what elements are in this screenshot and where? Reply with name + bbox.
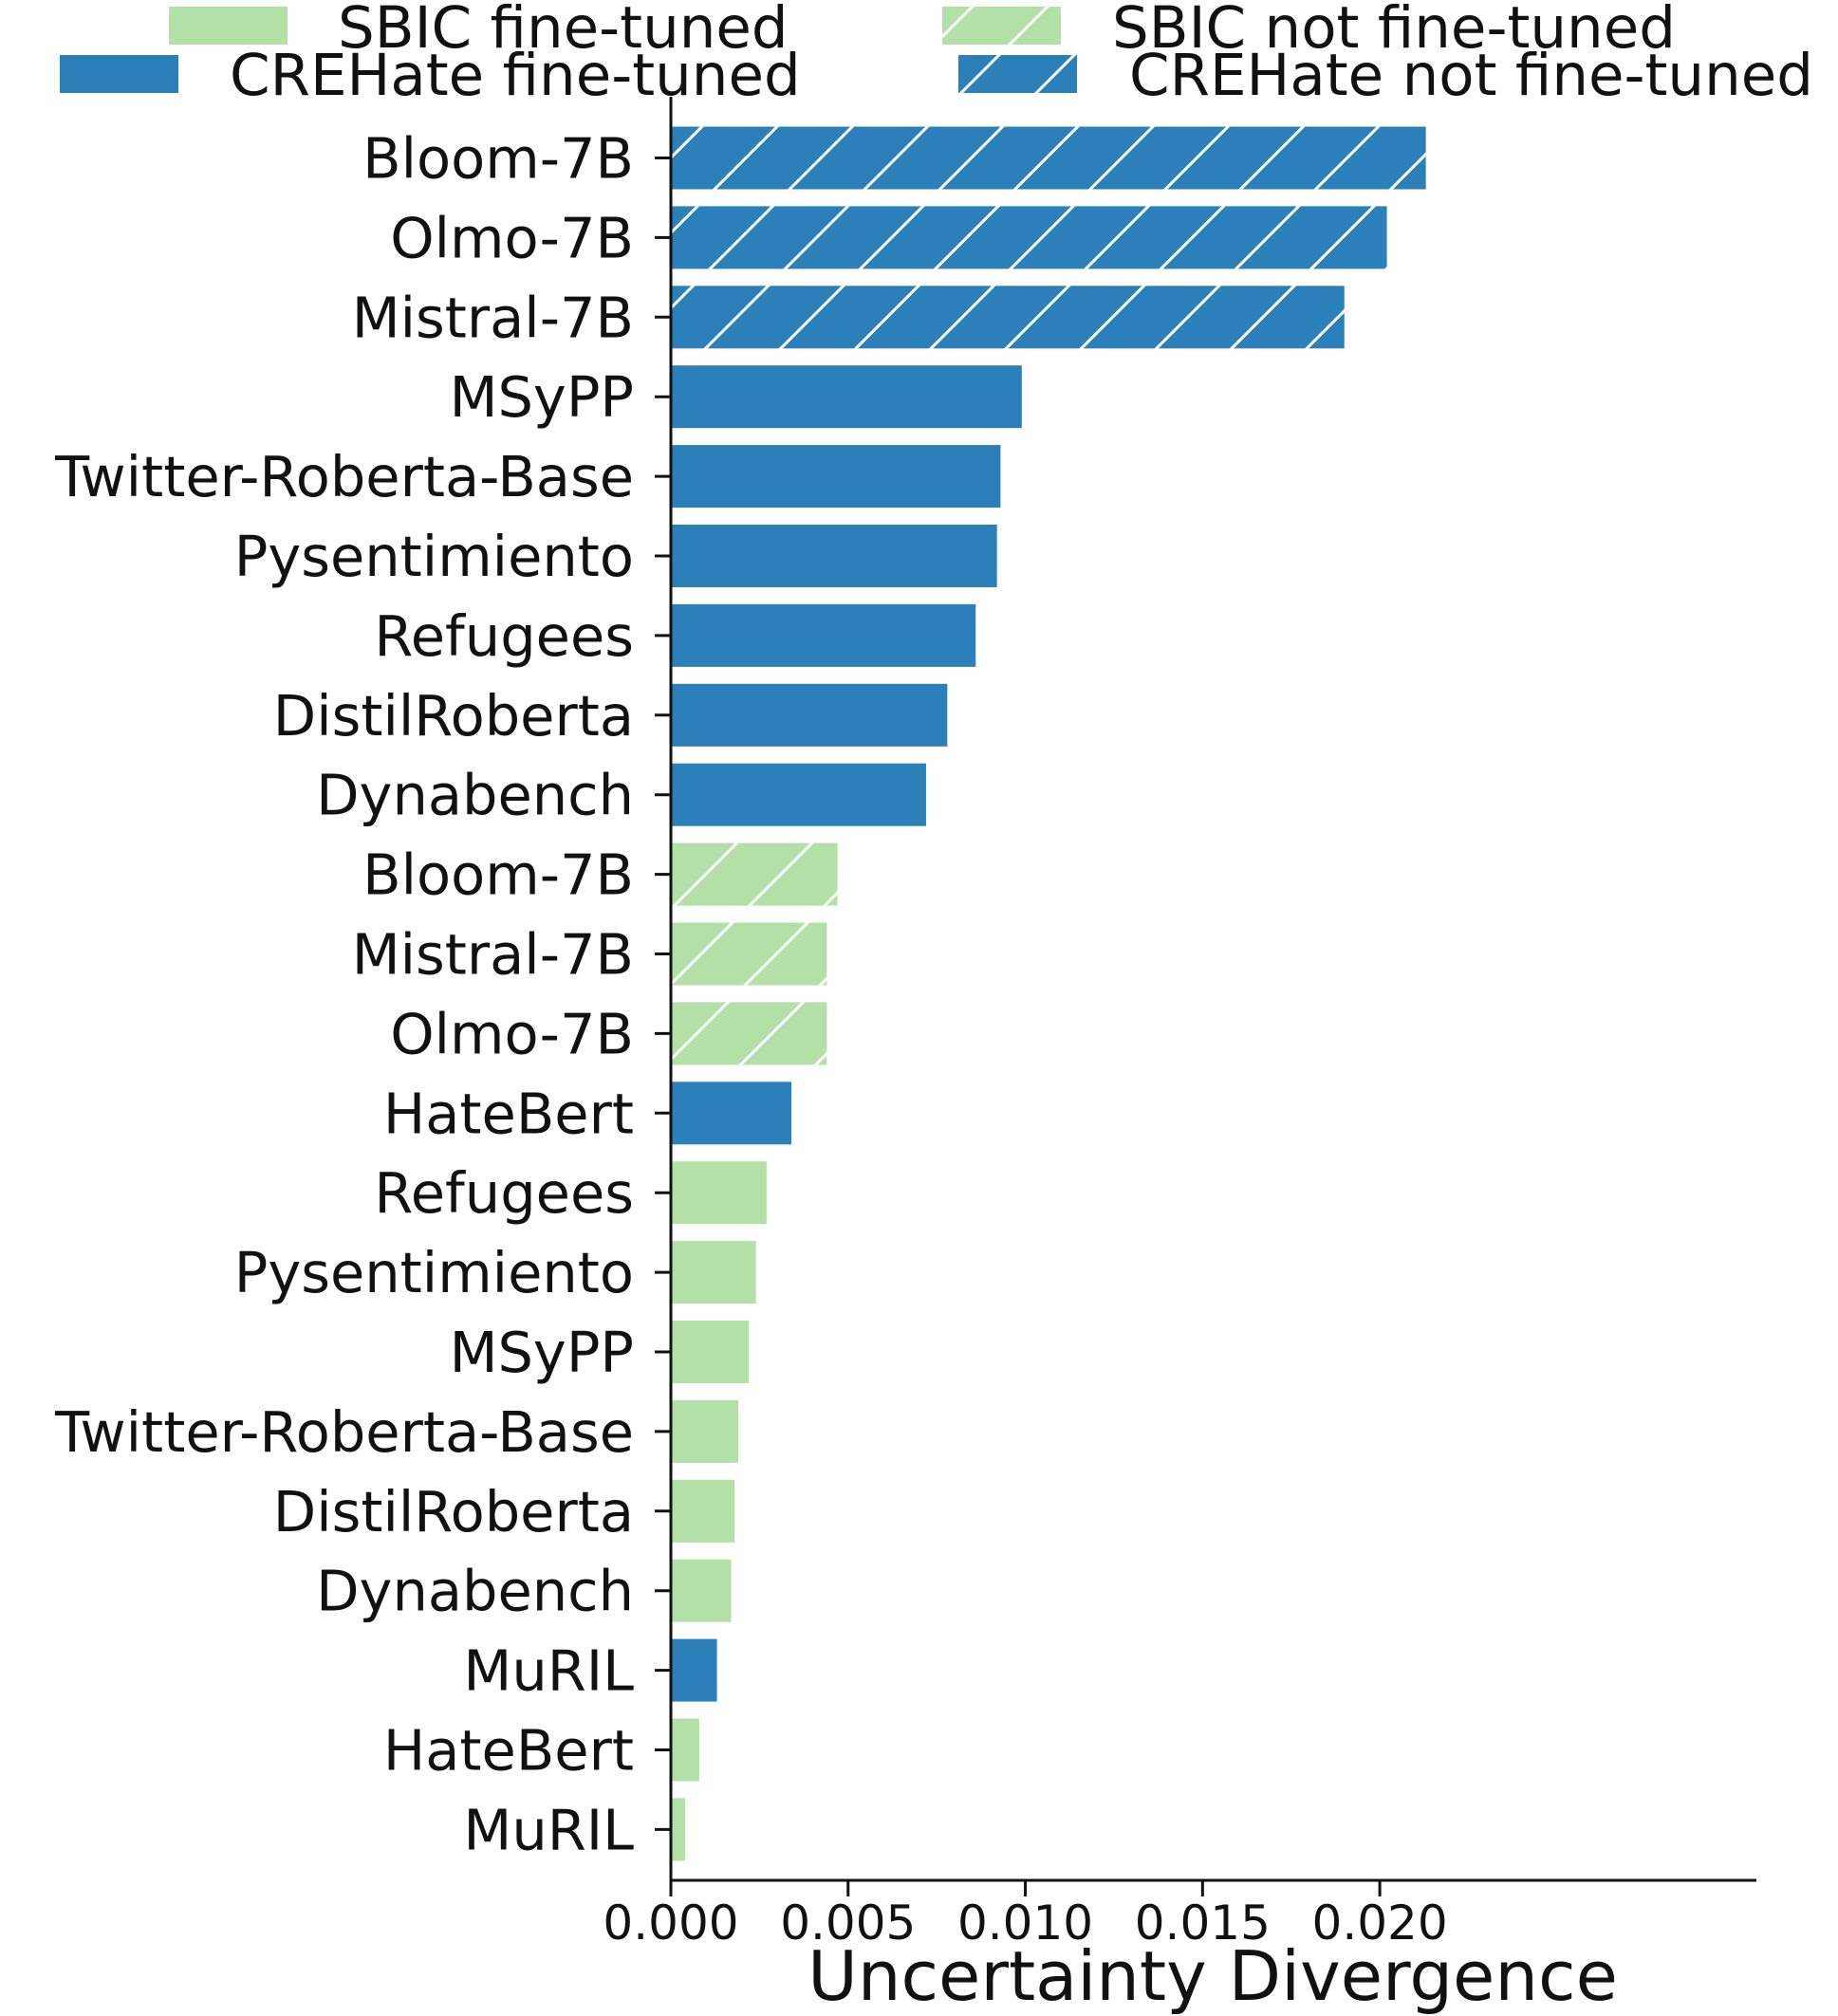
y-ticks [655,157,671,1831]
bar-12 [671,1082,792,1145]
bar-20 [671,1718,699,1782]
x-axis-title: Uncertainty Divergence [808,1936,1618,2016]
bar-11 [671,1002,827,1065]
category-label-10: Mistral-7B [352,922,634,988]
legend-label-sbic-not-fine-tuned: SBIC not fine-tuned [1112,0,1676,62]
bar-14 [671,1241,756,1304]
legend-swatch-sbic-not-fine-tuned [942,7,1061,45]
x-ticks: 0.000 0.005 0.010 0.015 0.020 [603,1880,1448,1951]
category-label-20: HateBert [383,1718,634,1784]
legend-swatch-sbic-fine-tuned [169,7,288,45]
category-label-9: Bloom-7B [362,842,634,908]
bar-19 [671,1638,717,1702]
bar-7 [671,683,948,747]
bar-4 [671,445,1001,509]
category-label-17: DistilRoberta [273,1479,634,1544]
legend-label-crehate-not-fine-tuned: CREHate not fine-tuned [1129,42,1813,109]
category-label-8: Dynabench [316,763,634,828]
category-labels: Bloom-7B Olmo-7B Mistral-7B MSyPP Twitter-Ro… [54,126,634,1863]
x-tick-label-0: 0.000 [603,1896,738,1951]
category-label-5: Pysentimiento [234,524,634,589]
category-label-3: MSyPP [450,364,634,430]
bar-10 [671,922,827,986]
bar-15 [671,1321,750,1383]
x-tick-label-4: 0.020 [1312,1896,1448,1951]
bar-6 [671,603,976,667]
x-tick-label-1: 0.005 [780,1896,916,1951]
bar-8 [671,763,926,826]
bar-0 [671,126,1426,190]
category-label-6: Refugees [374,603,634,669]
bars [671,126,1426,1861]
bar-3 [671,365,1022,429]
bar-21 [671,1798,685,1861]
category-label-11: Olmo-7B [390,1001,634,1066]
category-label-2: Mistral-7B [352,285,634,350]
category-label-16: Twitter-Roberta-Base [54,1399,634,1465]
x-tick-label-2: 0.010 [957,1896,1093,1951]
bar-13 [671,1161,767,1225]
bar-16 [671,1399,738,1463]
legend-label-crehate-fine-tuned: CREHate fine-tuned [230,42,801,109]
category-label-15: MSyPP [450,1320,634,1385]
category-label-12: HateBert [383,1081,634,1146]
legend-swatch-crehate-not-fine-tuned [958,55,1077,93]
legend-swatch-crehate-fine-tuned [60,55,178,93]
category-label-7: DistilRoberta [273,683,634,749]
category-label-21: MuRIL [463,1797,634,1862]
bar-9 [671,842,838,906]
bar-18 [671,1559,732,1622]
category-label-1: Olmo-7B [390,205,634,270]
legend: SBIC fine-tuned SBIC not fine-tuned CREH… [60,0,1813,109]
bar-1 [671,206,1387,269]
legend-label-sbic-fine-tuned: SBIC fine-tuned [338,0,789,62]
x-tick-label-3: 0.015 [1135,1896,1271,1951]
bar-5 [671,525,997,587]
category-label-0: Bloom-7B [362,126,634,192]
category-label-18: Dynabench [316,1559,634,1624]
bar-2 [671,286,1345,349]
category-label-14: Pysentimiento [234,1240,634,1305]
category-label-13: Refugees [374,1160,634,1226]
category-label-4: Twitter-Roberta-Base [54,444,634,509]
bar-17 [671,1479,735,1543]
category-label-19: MuRIL [463,1638,634,1704]
